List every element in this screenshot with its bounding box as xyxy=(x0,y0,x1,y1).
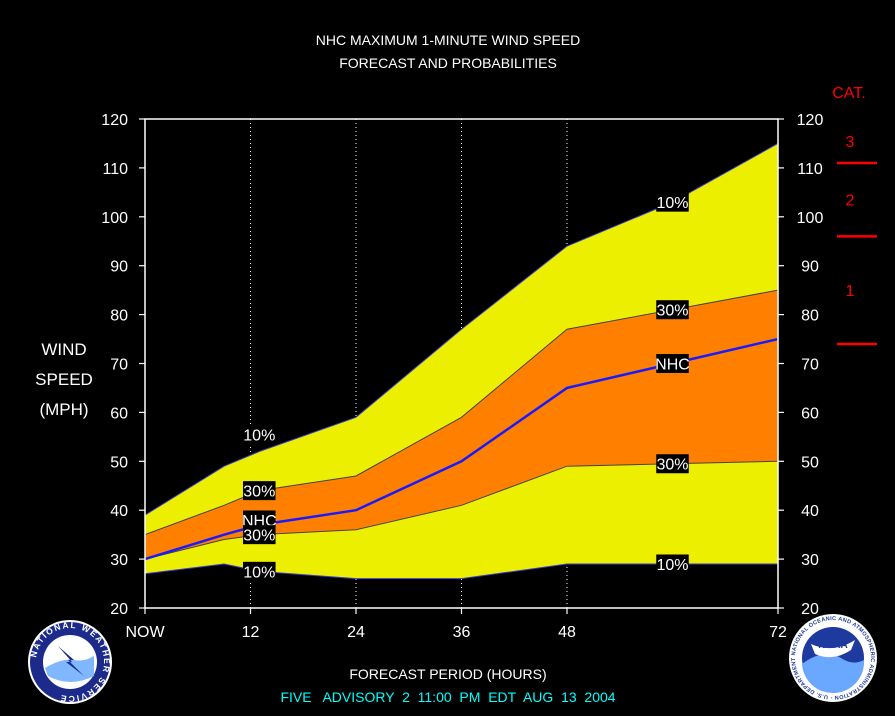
y-tick-label-left: 40 xyxy=(110,503,128,520)
advisory-footer: FIVE ADVISORY 2 11:00 PM EDT AUG 13 2004 xyxy=(280,689,615,705)
y-tick-label-left: 60 xyxy=(110,405,128,422)
category-label: 3 xyxy=(846,134,855,151)
annotation-8: 30% xyxy=(656,454,689,474)
annotation-3: 30% xyxy=(243,525,276,545)
y-tick-label-left: 70 xyxy=(110,357,128,374)
annotation-box xyxy=(243,561,276,581)
series-nhc-line xyxy=(144,337,779,561)
annotation-9: 10% xyxy=(656,554,689,574)
y-tick-label-left: 20 xyxy=(110,601,128,618)
series-10-lower-line xyxy=(144,563,778,580)
annotation-box xyxy=(656,454,689,474)
chart-subtitle: FORECAST AND PROBABILITIES xyxy=(339,55,557,71)
annotation-label: 10% xyxy=(656,195,688,212)
y-tick-label-right: 60 xyxy=(801,405,819,422)
annotation-label: 30% xyxy=(243,484,275,501)
y-tick-label-right: 30 xyxy=(801,552,819,569)
annotation-label: 30% xyxy=(656,457,688,474)
category-label: 1 xyxy=(846,283,855,300)
y-tick-label-right: 20 xyxy=(801,601,819,618)
nws-logo: NATIONAL WEATHER SERVICE xyxy=(28,620,112,704)
annotation-label: 30% xyxy=(243,528,275,545)
y-tick-label-left: 100 xyxy=(101,210,128,227)
annotation-6: 30% xyxy=(656,300,689,320)
annotation-1: 30% xyxy=(243,481,276,501)
annotation-box xyxy=(656,354,689,373)
series-10-upper-line xyxy=(144,143,779,516)
series-30-lower-line xyxy=(144,460,779,560)
annotation-4: 10% xyxy=(243,561,276,581)
annotation-label: 30% xyxy=(656,303,688,320)
y-tick-label-right: 120 xyxy=(797,112,824,129)
x-tick-label: NOW xyxy=(125,624,165,641)
y-tick-label-right: 110 xyxy=(797,161,823,178)
x-tick-label: 48 xyxy=(558,624,576,641)
annotation-label: 10% xyxy=(243,564,275,581)
annotation-box xyxy=(243,424,276,444)
category-label: 2 xyxy=(846,193,855,210)
annotation-box xyxy=(243,510,276,530)
y-tick-label-right: 40 xyxy=(801,503,819,520)
y-tick-label-right: 100 xyxy=(797,210,824,227)
y-axis-label-line-2: SPEED xyxy=(35,370,93,389)
annotation-box xyxy=(243,525,276,545)
chart-title: NHC MAXIMUM 1-MINUTE WIND SPEED xyxy=(316,32,580,48)
x-tick-label: 24 xyxy=(347,624,365,641)
series-30-upper-line xyxy=(144,289,779,536)
right-y-axis: 20 30 40 50 60 70 80 90 100 110 120 xyxy=(778,112,823,618)
y-tick-label-left: 110 xyxy=(102,161,128,178)
y-axis-label: WIND SPEED (MPH) xyxy=(35,340,93,419)
band-10-percent xyxy=(145,143,778,579)
annotation-box xyxy=(656,554,689,574)
y-axis-label-line-1: WIND xyxy=(41,340,86,359)
annotation-5: 10% xyxy=(656,192,689,212)
category-title: CAT. xyxy=(832,85,865,102)
annotation-box xyxy=(656,300,689,320)
x-tick-label: 72 xyxy=(769,624,787,641)
y-tick-label-right: 50 xyxy=(801,454,819,471)
y-tick-label-left: 90 xyxy=(110,259,128,276)
annotation-0: 10% xyxy=(243,424,276,444)
left-y-axis: 20 30 40 50 60 70 80 90 100 110 120 xyxy=(101,112,145,618)
annotation-box xyxy=(243,481,276,501)
x-axis: NOW 12 24 36 48 72 xyxy=(125,608,787,641)
annotation-7: NHC xyxy=(655,354,690,374)
y-tick-label-left: 30 xyxy=(110,552,128,569)
x-tick-label: 36 xyxy=(453,624,471,641)
band-30-percent xyxy=(145,290,778,560)
y-tick-label-left: 50 xyxy=(110,454,128,471)
category-scale: CAT. 3 2 1 xyxy=(832,85,877,346)
y-tick-label-left: 120 xyxy=(101,112,128,129)
noaa-logo: NOAA NATIONAL OCEANIC AND ATMOSPHERIC AD… xyxy=(789,614,877,702)
y-tick-label-left: 80 xyxy=(110,308,128,325)
annotation-label: NHC xyxy=(655,357,690,374)
annotation-label: 10% xyxy=(243,427,275,444)
y-axis-label-line-3: (MPH) xyxy=(39,400,88,419)
x-tick-label: 12 xyxy=(242,624,260,641)
y-tick-label-right: 80 xyxy=(801,308,819,325)
x-axis-label: FORECAST PERIOD (HOURS) xyxy=(349,666,546,682)
y-tick-label-right: 70 xyxy=(801,357,819,374)
y-tick-label-right: 90 xyxy=(801,259,819,276)
annotation-box xyxy=(656,192,689,212)
annotation-label: 10% xyxy=(656,557,688,574)
noaa-badge-text: NOAA xyxy=(818,640,847,651)
